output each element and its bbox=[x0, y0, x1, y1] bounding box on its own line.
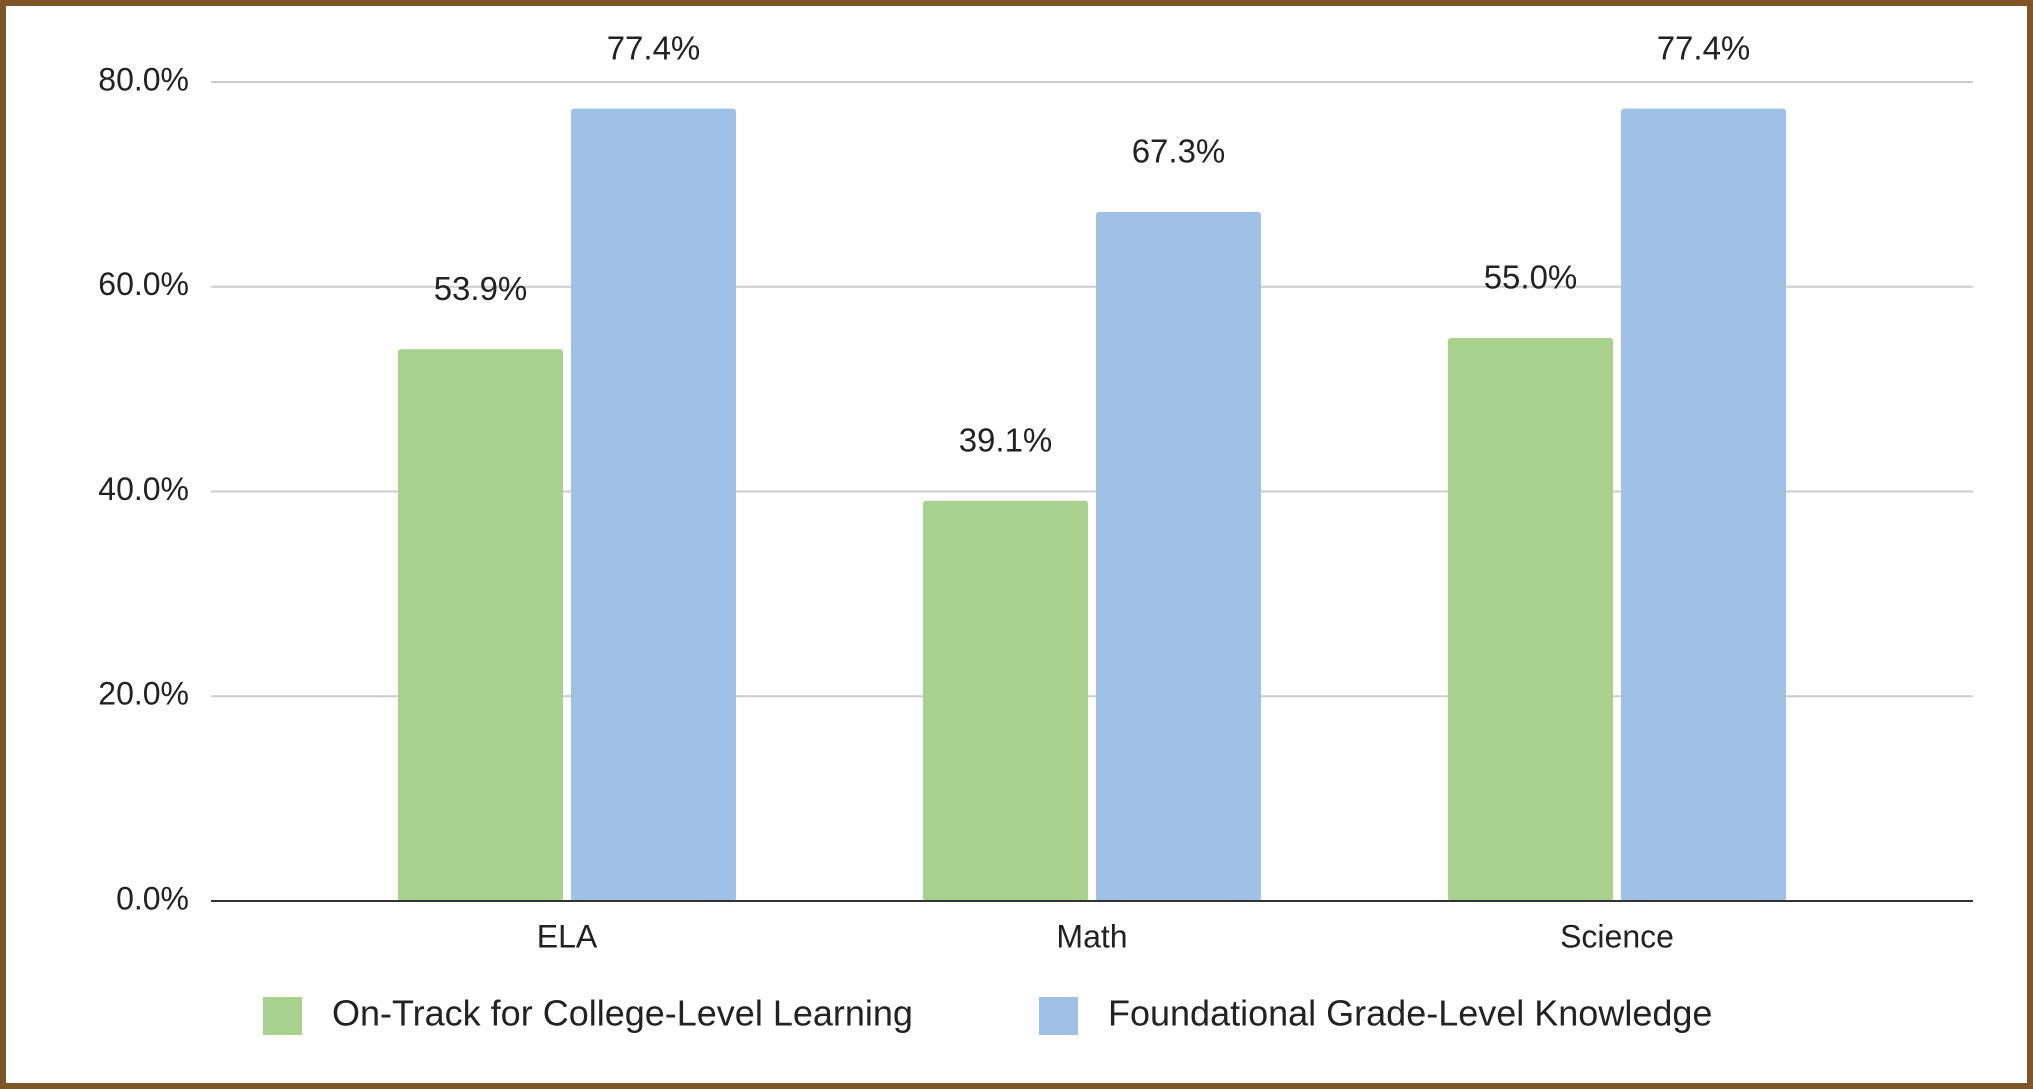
legend-label: On-Track for College-Level Learning bbox=[332, 993, 913, 1034]
data-label: 77.4% bbox=[1657, 29, 1751, 66]
data-label: 53.9% bbox=[434, 270, 528, 307]
x-tick-label: Science bbox=[1560, 918, 1674, 954]
data-label: 39.1% bbox=[959, 421, 1053, 458]
y-tick-label: 0.0% bbox=[116, 880, 189, 916]
y-tick-label: 60.0% bbox=[98, 266, 189, 302]
legend-label: Foundational Grade-Level Knowledge bbox=[1108, 993, 1712, 1034]
data-label: 77.4% bbox=[607, 29, 701, 66]
x-tick-label: ELA bbox=[537, 918, 598, 954]
bar bbox=[1448, 337, 1613, 901]
legend-swatch bbox=[1039, 997, 1078, 1035]
x-tick-label: Math bbox=[1056, 918, 1127, 954]
y-tick-label: 20.0% bbox=[98, 676, 189, 712]
bar bbox=[1621, 108, 1786, 902]
y-tick-label: 80.0% bbox=[98, 61, 189, 97]
legend-swatch bbox=[263, 997, 302, 1035]
bar bbox=[571, 108, 736, 902]
bar bbox=[1096, 212, 1261, 902]
data-label: 67.3% bbox=[1132, 133, 1226, 170]
bar bbox=[398, 349, 563, 902]
data-label: 55.0% bbox=[1484, 259, 1578, 296]
bar bbox=[923, 500, 1088, 901]
y-tick-label: 40.0% bbox=[98, 471, 189, 507]
